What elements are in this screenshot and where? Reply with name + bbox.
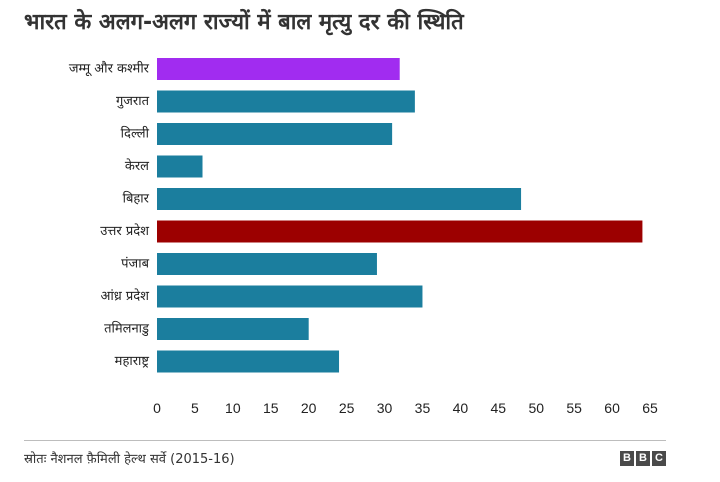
category-label: गुजरात	[116, 94, 150, 109]
chart-title: भारत के अलग-अलग राज्यों में बाल मृत्यु द…	[24, 10, 464, 35]
bar	[157, 123, 393, 145]
category-label: तमिलनाडु	[104, 321, 150, 337]
category-label: पंजाब	[121, 257, 149, 272]
bar	[157, 318, 309, 340]
bar	[157, 188, 522, 210]
bar	[157, 285, 423, 308]
category-label: महाराष्ट्र	[115, 354, 150, 369]
category-label: केरल	[125, 158, 149, 174]
bar	[157, 58, 400, 80]
bar	[157, 253, 377, 275]
bbc-logo-letter: C	[652, 451, 666, 466]
x-tick-label: 30	[377, 400, 393, 416]
x-axis-ticks: 0 5 10 15 20 25 30 35 40 45 50 55 60 65	[153, 400, 658, 416]
x-tick-label: 0	[153, 400, 161, 416]
x-tick-label: 10	[225, 400, 241, 416]
x-tick-label: 35	[415, 400, 431, 416]
category-label: उत्तर प्रदेश	[100, 223, 150, 239]
category-label: दिल्ली	[121, 126, 150, 142]
bbc-logo-letter: B	[620, 451, 634, 466]
bars-layer	[157, 58, 643, 373]
footer-divider	[24, 440, 666, 441]
x-tick-label: 40	[453, 400, 469, 416]
category-label: जम्मू और कश्मीर	[69, 61, 150, 77]
x-tick-label: 45	[491, 400, 507, 416]
bbc-logo: B B C	[620, 451, 666, 466]
category-label: आंध्र प्रदेश	[100, 288, 150, 304]
x-tick-label: 5	[191, 400, 199, 416]
x-tick-label: 20	[301, 400, 317, 416]
bar	[157, 90, 415, 113]
x-tick-label: 25	[339, 400, 355, 416]
x-tick-label: 55	[566, 400, 582, 416]
category-label: बिहार	[123, 191, 150, 207]
source-note: स्रोतः नैशनल फ़ैमिली हेल्थ सर्वे (2015-1…	[24, 452, 235, 467]
x-tick-label: 60	[604, 400, 620, 416]
bar	[157, 350, 340, 373]
x-tick-label: 15	[263, 400, 279, 416]
x-tick-label: 50	[528, 400, 544, 416]
category-labels: जम्मू और कश्मीर गुजरात दिल्ली केरल बिहार उत्त…	[69, 61, 150, 370]
bbc-logo-letter: B	[636, 451, 650, 466]
bar-chart: जम्मू और कश्मीर गुजरात दिल्ली केरल बिहार उत्त…	[69, 58, 658, 416]
bar	[157, 220, 643, 243]
bar	[157, 155, 203, 178]
x-tick-label: 65	[642, 400, 658, 416]
